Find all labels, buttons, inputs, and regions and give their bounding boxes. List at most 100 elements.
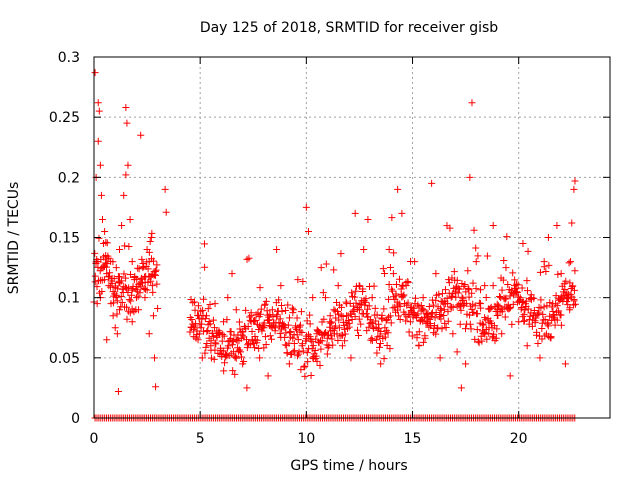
data-point [227,328,235,336]
data-point [567,258,575,266]
data-point [321,294,329,302]
data-point [232,354,240,362]
data-point [149,288,157,296]
data-point [100,276,108,284]
data-point [287,328,295,336]
data-point [402,317,410,325]
data-point [231,353,239,361]
data-point [202,343,210,351]
data-point [293,331,301,339]
data-point [113,310,121,318]
data-point [94,99,102,107]
data-point [472,285,480,293]
data-point [521,306,529,314]
data-point [545,261,553,269]
data-point [210,355,218,363]
data-point [198,315,206,323]
data-point [230,348,238,356]
data-point [328,335,336,343]
data-point [381,269,389,277]
data-point [502,294,510,302]
y-axis-title: SRMTID / TECUs [6,182,22,295]
data-point [289,348,297,356]
data-point [563,289,571,297]
data-point [417,301,425,309]
data-point [441,286,449,294]
data-point [553,316,561,324]
data-point [126,271,134,279]
data-point [145,248,153,256]
data-point [253,336,261,344]
data-point [201,315,209,323]
data-point [472,258,480,266]
data-point [125,242,133,250]
data-point [523,277,531,285]
data-point [246,341,254,349]
y-tick-label: 0.15 [49,231,80,247]
data-point [376,339,384,347]
data-point [514,281,522,289]
data-point [153,280,161,288]
data-point [198,354,206,362]
data-point [436,354,444,362]
y-tick-label: 0.2 [58,170,80,186]
data-point [317,264,325,272]
data-point [203,328,211,336]
data-point [141,285,149,293]
data-point [298,328,306,336]
data-point [256,284,264,292]
data-point [370,282,378,290]
data-point [546,299,554,307]
data-point [420,306,428,314]
data-point [153,261,161,269]
data-point [127,297,135,305]
data-point [531,319,539,327]
data-point [432,330,440,338]
data-point [235,318,243,326]
data-point [221,359,229,367]
data-point [331,322,339,330]
data-point [496,293,504,301]
data-point [273,246,281,254]
data-point [555,307,563,315]
data-point [323,334,331,342]
data-point [344,317,352,325]
data-point [145,330,153,338]
data-point [231,370,239,378]
data-point [407,257,415,265]
data-point [351,313,359,321]
data-point [396,316,404,324]
data-point [368,336,376,344]
data-point [373,349,381,357]
data-point [498,330,506,338]
data-point [146,238,154,246]
data-point [389,304,397,312]
data-point [534,340,542,348]
data-point [351,209,359,217]
data-point [304,358,312,366]
data-point [110,275,118,283]
x-tick-label: 5 [196,431,205,447]
data-point [122,104,130,112]
data-point [224,294,232,302]
data-point [454,289,462,297]
data-point [138,274,146,282]
data-point [359,285,367,293]
data-point [103,263,111,271]
data-point [499,276,507,284]
data-point [211,346,219,354]
data-point [124,288,132,296]
data-point [134,264,142,272]
data-point [118,299,126,307]
data-point [109,312,117,320]
data-point [342,298,350,306]
data-point [255,344,263,352]
data-point [404,279,412,287]
data-point [140,284,148,292]
data-point [381,324,389,332]
data-point [468,289,476,297]
data-point [264,372,272,380]
data-point [152,383,160,391]
data-point [387,319,395,327]
data-point [148,282,156,290]
